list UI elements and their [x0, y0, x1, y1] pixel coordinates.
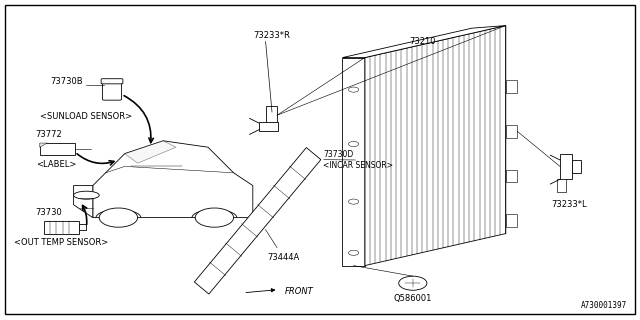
Circle shape — [349, 141, 359, 147]
Polygon shape — [74, 186, 93, 218]
Bar — [557, 179, 566, 192]
Text: <SUNLOAD SENSOR>: <SUNLOAD SENSOR> — [40, 112, 132, 121]
Text: A730001397: A730001397 — [581, 301, 627, 310]
Bar — [44, 221, 79, 234]
Text: 73730B: 73730B — [50, 77, 83, 86]
Text: Q586001: Q586001 — [394, 294, 432, 303]
Bar — [560, 154, 572, 179]
Text: <LABEL>: <LABEL> — [36, 160, 77, 169]
Bar — [506, 125, 517, 138]
Circle shape — [349, 87, 359, 92]
Polygon shape — [195, 148, 321, 294]
Bar — [506, 80, 517, 93]
Circle shape — [195, 208, 234, 227]
Text: 73772: 73772 — [35, 130, 62, 139]
Text: 73730: 73730 — [35, 208, 62, 217]
Circle shape — [399, 276, 427, 290]
Text: 73233*R: 73233*R — [253, 31, 290, 40]
Bar — [506, 170, 517, 182]
Polygon shape — [125, 141, 176, 163]
Text: 73233*L: 73233*L — [552, 200, 588, 209]
FancyArrowPatch shape — [124, 96, 154, 143]
Text: 73730D
<INCAR SENSOR>: 73730D <INCAR SENSOR> — [323, 150, 393, 170]
Bar — [40, 143, 75, 155]
Text: 73444A: 73444A — [266, 229, 300, 262]
FancyBboxPatch shape — [102, 81, 122, 100]
FancyArrowPatch shape — [77, 154, 114, 165]
Bar — [572, 160, 581, 173]
FancyBboxPatch shape — [101, 79, 123, 84]
Polygon shape — [40, 143, 47, 147]
Polygon shape — [93, 141, 253, 218]
Bar — [79, 224, 86, 230]
Circle shape — [349, 199, 359, 204]
FancyArrowPatch shape — [83, 205, 87, 224]
Polygon shape — [342, 26, 506, 58]
Bar — [506, 214, 517, 227]
Polygon shape — [365, 26, 506, 266]
Text: 73210: 73210 — [410, 37, 436, 46]
Bar — [259, 122, 278, 131]
Text: <OUT TEMP SENSOR>: <OUT TEMP SENSOR> — [13, 238, 108, 247]
Ellipse shape — [74, 191, 99, 199]
Circle shape — [99, 208, 138, 227]
Bar — [266, 106, 277, 125]
Circle shape — [349, 250, 359, 255]
Bar — [342, 58, 365, 266]
Text: FRONT: FRONT — [285, 287, 314, 296]
